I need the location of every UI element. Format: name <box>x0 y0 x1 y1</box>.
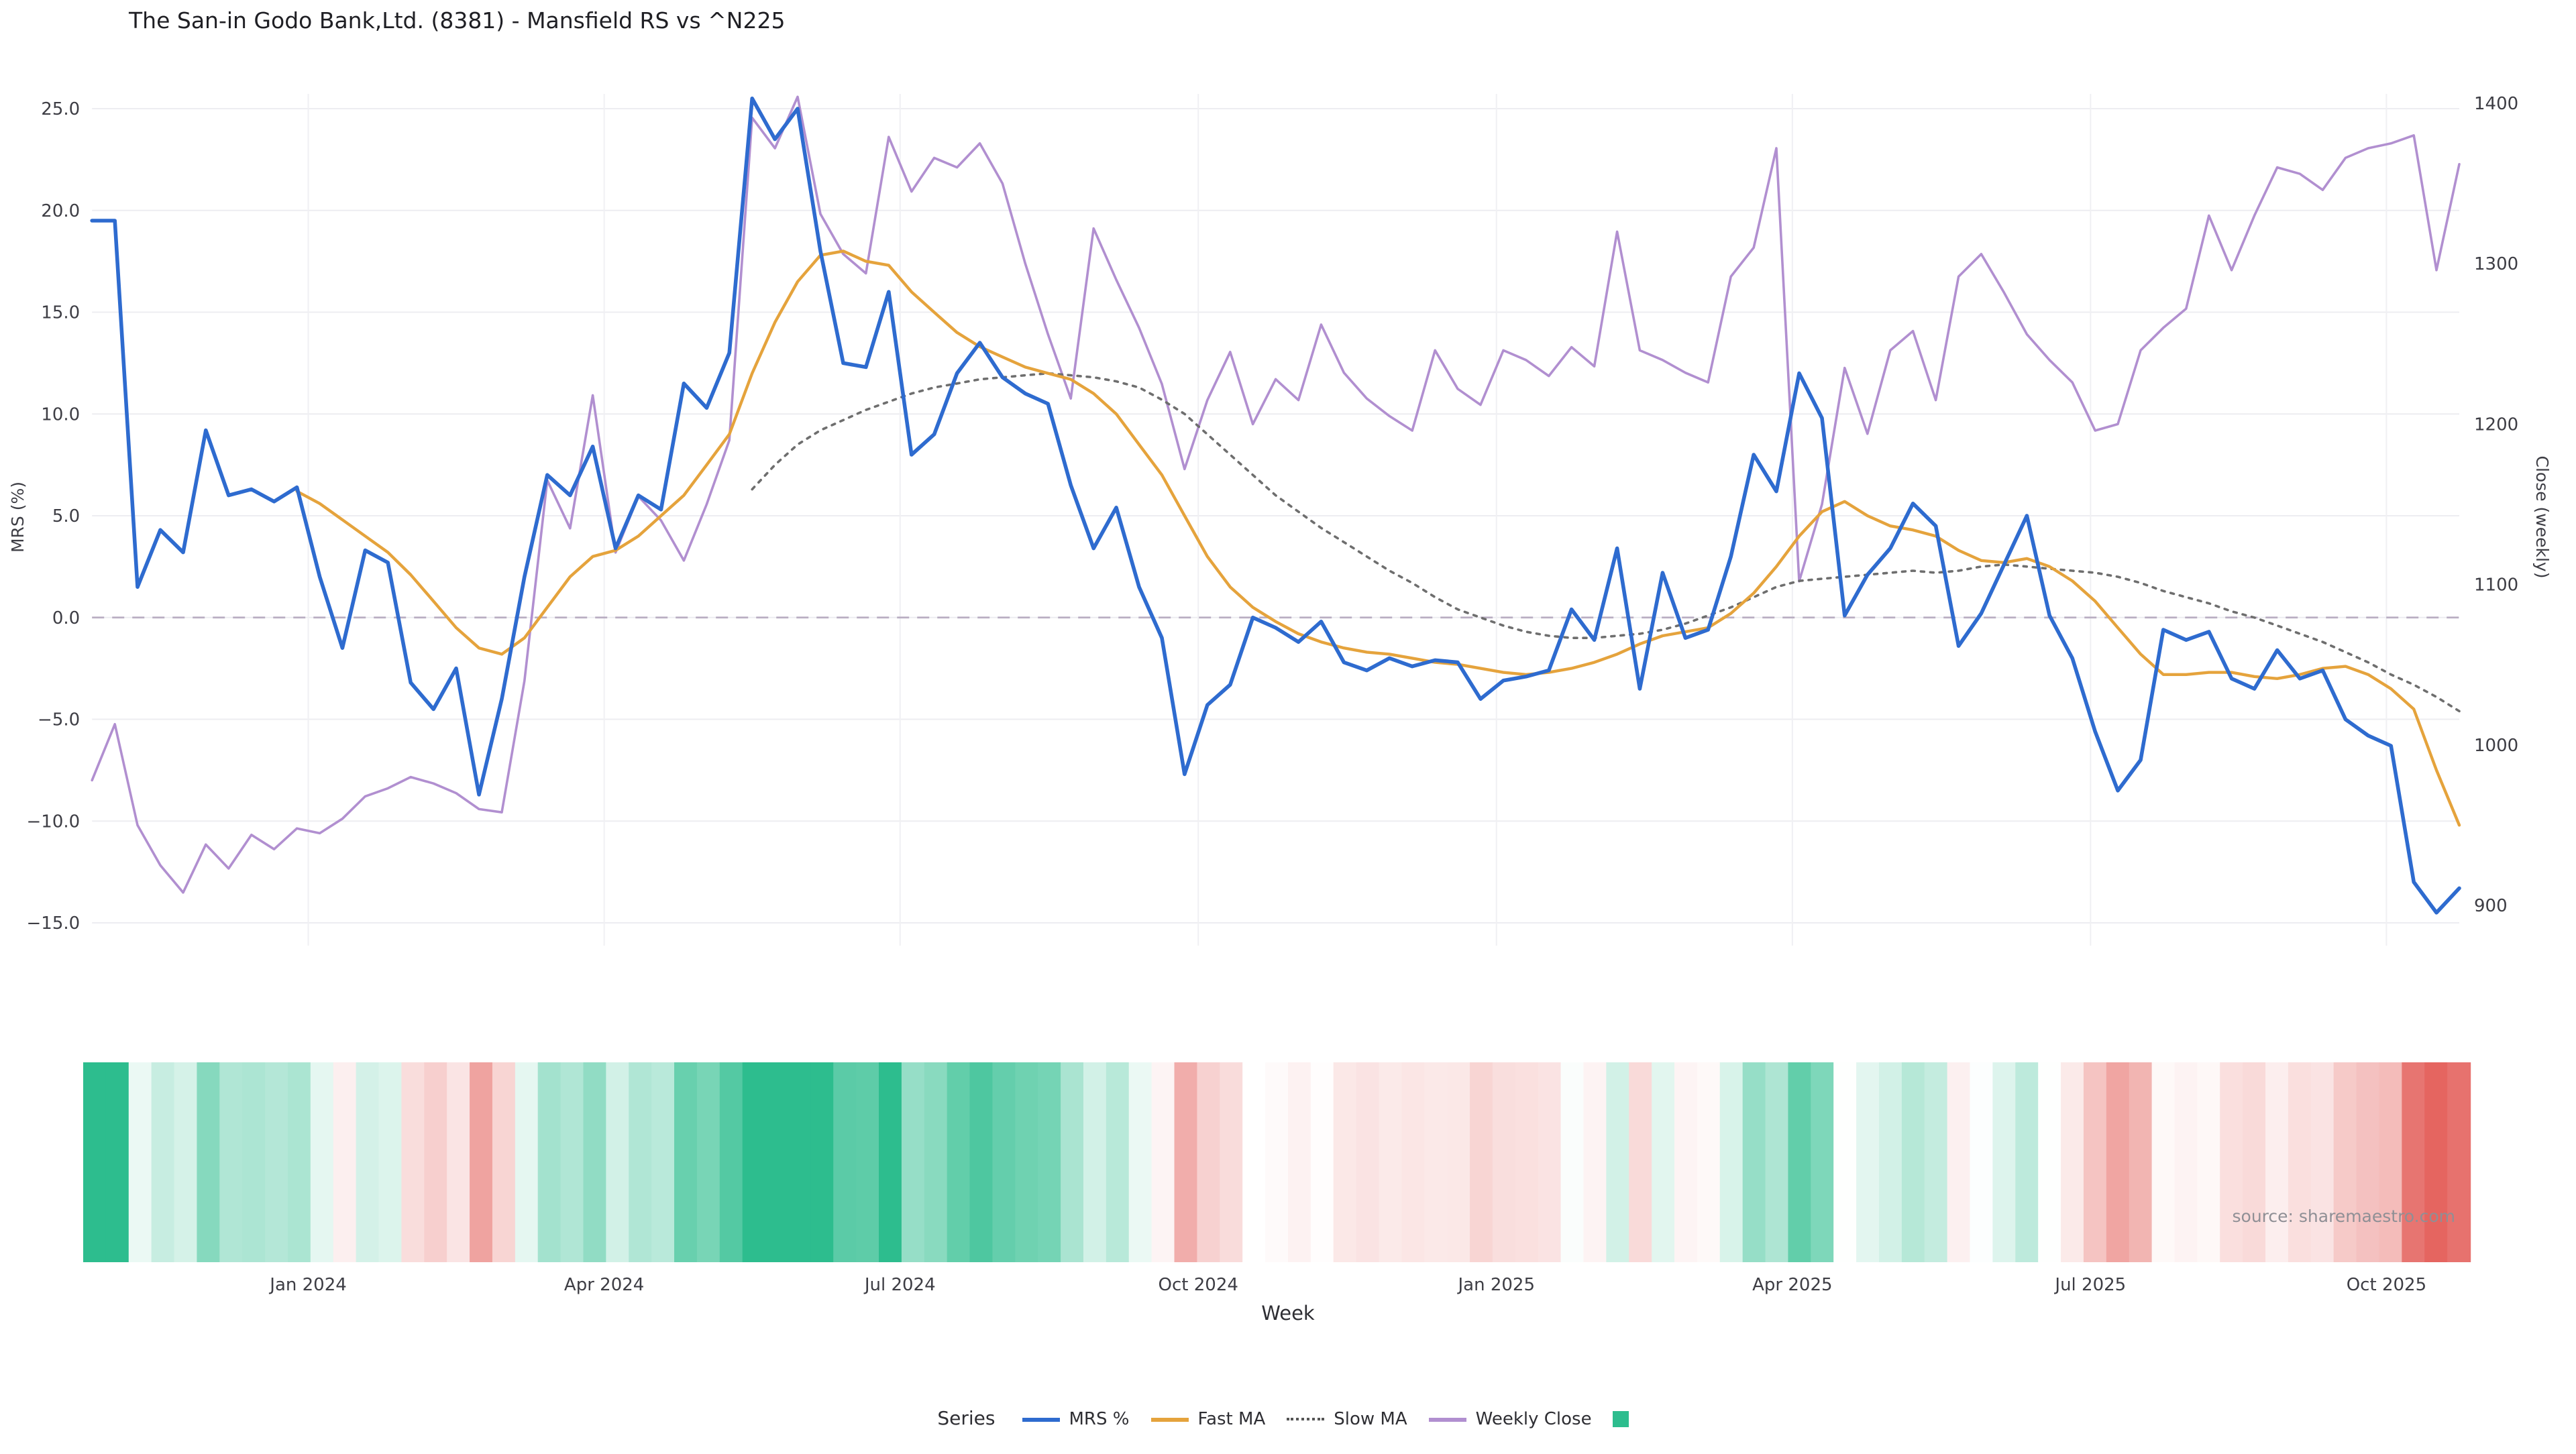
heatmap-strip <box>83 1062 2471 1262</box>
left-tick-label: 5.0 <box>52 506 80 526</box>
left-tick-label: 0.0 <box>52 608 80 628</box>
legend-item-weekly-close[interactable]: Weekly Close <box>1428 1409 1592 1429</box>
right-tick-label: 1300 <box>2474 254 2518 274</box>
left-tick-label: 15.0 <box>41 303 80 323</box>
legend-item-heatmap[interactable] <box>1613 1411 1639 1427</box>
left-axis-label: MRS (%) <box>7 482 28 553</box>
legend-label: MRS % <box>1069 1409 1130 1429</box>
chart-legend: Series MRS % Fast MA Slow MA Weekly Clos… <box>0 1408 2576 1430</box>
x-tick-label: Oct 2024 <box>1159 1275 1238 1295</box>
right-tick-label: 900 <box>2474 896 2508 916</box>
left-tick-label: −10.0 <box>27 812 80 832</box>
heatmap-swatch-icon <box>1613 1411 1629 1427</box>
x-tick-label: Jul 2024 <box>863 1275 936 1295</box>
source-credit: source: sharemaestro.com <box>2232 1206 2456 1226</box>
right-tick-label: 1000 <box>2474 736 2518 756</box>
x-tick-label: Apr 2025 <box>1752 1275 1832 1295</box>
series-fast-ma <box>295 249 2461 827</box>
right-axis-label: Close (weekly) <box>2532 455 2553 579</box>
left-tick-label: −5.0 <box>38 710 80 730</box>
left-tick-label: 20.0 <box>41 201 80 221</box>
x-tick-label: Oct 2025 <box>2347 1275 2426 1295</box>
legend-label: Fast MA <box>1197 1409 1266 1429</box>
fast-ma-line-sample-icon <box>1150 1417 1189 1421</box>
x-tick-label: Jan 2025 <box>1456 1275 1535 1295</box>
slow-ma-line-sample-icon <box>1287 1418 1325 1420</box>
x-tick-label: Jul 2025 <box>2053 1275 2126 1295</box>
series-weekly-close <box>91 95 2461 894</box>
right-tick-label: 1100 <box>2474 575 2518 596</box>
weekly-close-line-sample-icon <box>1428 1417 1466 1421</box>
right-tick-label: 1200 <box>2474 414 2518 435</box>
gridlines <box>92 94 2459 946</box>
left-tick-label: 25.0 <box>41 99 80 119</box>
series-slow-ma <box>751 372 2461 713</box>
series-mrs- <box>90 97 2461 915</box>
legend-label: Slow MA <box>1334 1409 1407 1429</box>
legend-label: Weekly Close <box>1475 1409 1592 1429</box>
right-tick-label: 1400 <box>2474 94 2518 114</box>
chart-title: The San-in Godo Bank,Ltd. (8381) - Mansf… <box>129 8 786 34</box>
x-axis-label: Week <box>1261 1304 1315 1325</box>
legend-item-mrs[interactable]: MRS % <box>1022 1409 1130 1429</box>
legend-item-fast-ma[interactable]: Fast MA <box>1150 1409 1266 1429</box>
legend-item-slow-ma[interactable]: Slow MA <box>1287 1409 1407 1429</box>
left-tick-label: 10.0 <box>41 404 80 425</box>
x-tick-label: Apr 2024 <box>564 1275 644 1295</box>
left-tick-label: −15.0 <box>27 913 80 934</box>
legend-title: Series <box>937 1408 996 1430</box>
x-tick-label: Jan 2024 <box>268 1275 347 1295</box>
mrs-line-sample-icon <box>1022 1417 1060 1421</box>
